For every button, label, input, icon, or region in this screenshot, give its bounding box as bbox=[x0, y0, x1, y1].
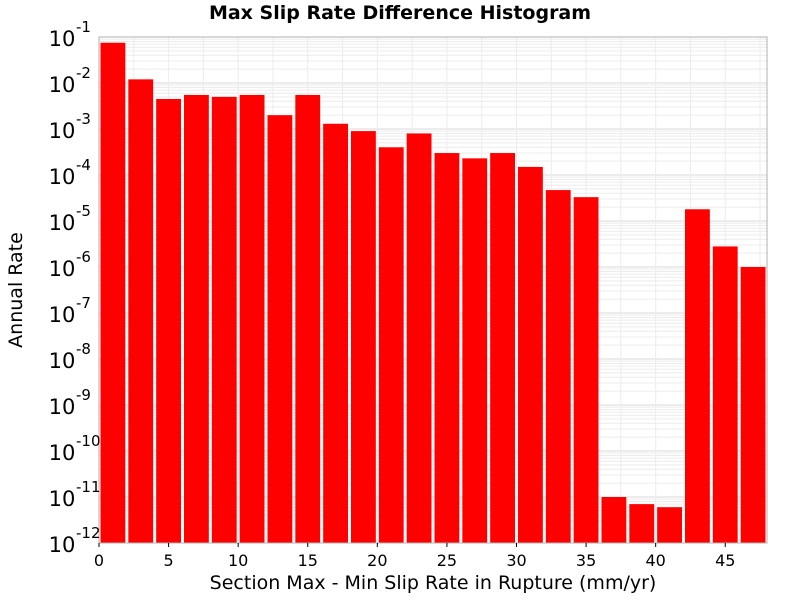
bars bbox=[100, 42, 766, 544]
histogram-bar bbox=[323, 123, 348, 543]
histogram-bar bbox=[100, 42, 126, 543]
plot-frame bbox=[98, 36, 768, 544]
y-tick-base: 10 bbox=[49, 119, 76, 143]
x-tick-label: 30 bbox=[506, 551, 526, 570]
histogram-bar bbox=[406, 133, 432, 543]
y-tick-base: 10 bbox=[49, 73, 76, 97]
histogram-bar bbox=[462, 158, 488, 543]
x-tick-label: 40 bbox=[645, 551, 665, 570]
y-tick-label: 10 -8 bbox=[49, 340, 91, 373]
histogram-bar bbox=[740, 267, 766, 543]
histogram-bar bbox=[518, 166, 543, 544]
y-tick-label: 10 -2 bbox=[49, 64, 91, 97]
y-tick-label: 10 -4 bbox=[49, 156, 91, 189]
y-tick-label: 10 -6 bbox=[49, 248, 91, 281]
x-tick-label: 5 bbox=[163, 551, 173, 570]
y-ticks: 10 -110 -210 -310 -410 -510 -610 -710 -810 -910 -1… bbox=[49, 18, 101, 557]
y-tick-label: 10 -1 bbox=[49, 18, 91, 51]
y-tick-label: 10 -9 bbox=[49, 386, 91, 419]
histogram-bar bbox=[629, 504, 655, 543]
histogram-bar bbox=[184, 94, 209, 544]
y-tick-base: 10 bbox=[49, 165, 76, 189]
histogram-bar bbox=[657, 507, 682, 543]
histogram-bar bbox=[267, 115, 293, 543]
y-tick-exponent: -8 bbox=[76, 340, 91, 358]
x-tick-label: 35 bbox=[576, 551, 596, 570]
y-tick-exponent: -2 bbox=[76, 64, 91, 82]
y-tick-base: 10 bbox=[49, 303, 76, 327]
y-tick-label: 10 -3 bbox=[49, 110, 91, 143]
histogram-bar bbox=[712, 246, 738, 543]
y-tick-exponent: -10 bbox=[76, 432, 101, 450]
y-tick-exponent: -7 bbox=[76, 294, 91, 312]
x-tick-label: 10 bbox=[228, 551, 248, 570]
y-tick-base: 10 bbox=[49, 27, 76, 51]
y-tick-base: 10 bbox=[49, 533, 76, 557]
x-axis-label: Section Max - Min Slip Rate in Rupture (… bbox=[209, 572, 657, 594]
histogram-bar bbox=[545, 190, 571, 543]
histogram-bar bbox=[490, 153, 515, 543]
y-tick-base: 10 bbox=[49, 257, 76, 281]
histogram-bar bbox=[156, 98, 181, 544]
y-tick-label: 10 -7 bbox=[49, 294, 91, 327]
histogram-bar bbox=[601, 497, 627, 543]
y-tick-base: 10 bbox=[49, 487, 76, 511]
y-tick-base: 10 bbox=[49, 441, 76, 465]
y-tick-exponent: -3 bbox=[76, 110, 91, 128]
y-tick-exponent: -11 bbox=[76, 478, 101, 496]
x-tick-label: 15 bbox=[298, 551, 318, 570]
y-tick-exponent: -4 bbox=[76, 156, 91, 174]
x-tick-label: 25 bbox=[437, 551, 457, 570]
y-tick-exponent: -5 bbox=[76, 202, 91, 220]
y-tick-base: 10 bbox=[49, 349, 76, 373]
y-tick-exponent: -12 bbox=[76, 524, 101, 542]
histogram-bar bbox=[685, 209, 710, 544]
x-tick-label: 20 bbox=[367, 551, 387, 570]
histogram-bar bbox=[434, 153, 460, 543]
histogram-bar bbox=[573, 197, 599, 543]
y-tick-base: 10 bbox=[49, 211, 76, 235]
y-tick-label: 10 -11 bbox=[49, 478, 101, 511]
histogram-bar bbox=[211, 96, 237, 543]
y-tick-label: 10 -5 bbox=[49, 202, 91, 235]
x-tick-label: 45 bbox=[715, 551, 735, 570]
y-tick-base: 10 bbox=[49, 395, 76, 419]
y-tick-label: 10 -10 bbox=[49, 432, 101, 465]
x-tick-label: 0 bbox=[94, 551, 104, 570]
histogram-bar bbox=[295, 94, 321, 544]
y-tick-exponent: -9 bbox=[76, 386, 91, 404]
y-tick-exponent: -1 bbox=[76, 18, 91, 36]
y-tick-exponent: -6 bbox=[76, 248, 91, 266]
histogram-bar bbox=[351, 131, 376, 543]
histogram-bar bbox=[128, 79, 154, 543]
x-ticks: 0 5 10 15 20 25 30 35 40 45 bbox=[94, 543, 735, 570]
chart-title: Max Slip Rate Difference Histogram bbox=[208, 2, 592, 24]
histogram-bar bbox=[239, 94, 265, 544]
y-tick-label: 10 -12 bbox=[49, 524, 101, 557]
histogram-bar bbox=[378, 147, 404, 543]
